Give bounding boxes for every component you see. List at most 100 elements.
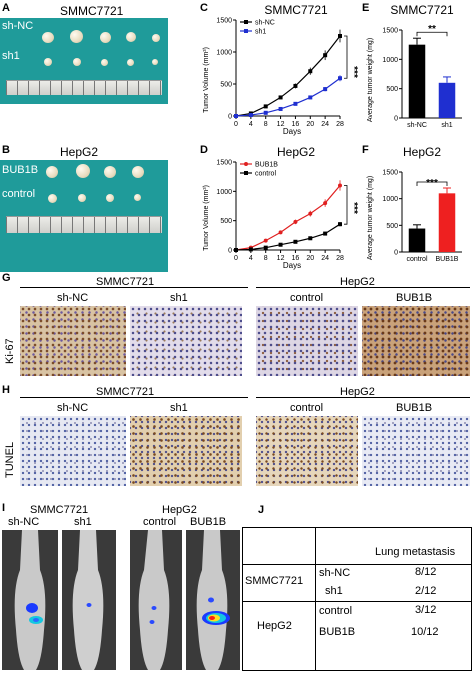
y-tick-label: 1000 (382, 196, 398, 203)
chart-e-title: SMMC7721 (390, 3, 454, 17)
data-point (308, 69, 313, 74)
series-line (235, 185, 341, 251)
mouse-image-shnc (2, 530, 58, 670)
data-point (338, 34, 342, 38)
x-tick-label: 12 (277, 121, 285, 128)
ruler (6, 80, 162, 95)
series-line (235, 223, 341, 251)
x-tick-label: 28 (336, 255, 344, 262)
data-point (323, 201, 328, 206)
chart-d-xlabel: Days (283, 261, 301, 270)
x-tick-label: 16 (292, 121, 300, 128)
table-row-name: BUB1B (319, 626, 356, 638)
panel-h-group2-line (256, 397, 470, 398)
panel-letter-b: B (2, 144, 10, 156)
chart-d-ylabel: Tumor Volume (mm³) (203, 185, 210, 251)
tumor-bub1b-2 (76, 164, 90, 178)
y-tick-label: 1000 (216, 50, 232, 57)
tumor-shnc-5 (152, 34, 160, 42)
chart-d: HepG2 0 500 1000 1500 0 4 8 12 16 20 24 28 BUB1B cont… (203, 145, 359, 270)
y-tick-label: 500 (220, 82, 232, 89)
data-point (308, 95, 313, 100)
legend-label: sh1 (255, 29, 266, 36)
tumor-shnc-4 (126, 32, 136, 42)
x-tick-label: 20 (306, 121, 314, 128)
table-row-value: 8/12 (415, 566, 437, 578)
mouse-image-control (130, 530, 182, 670)
panel-g-group2-line (256, 287, 470, 288)
tumor-control-1 (48, 194, 57, 203)
y-tick-label: 500 (386, 223, 398, 230)
x-tick-label: 4 (249, 255, 253, 262)
panel-g-group2: HepG2 (340, 276, 375, 288)
mouse-image-bub1b (186, 530, 240, 670)
panel-letter-d: D (200, 144, 208, 156)
x-tick-label: 28 (336, 121, 344, 128)
data-point (293, 219, 298, 224)
chart-f: HepG2 0 500 1000 1500 control BUB1B Average t… (367, 145, 462, 263)
metastasis-table: Lung metastasis SMMC7721 sh-NC 8/12 sh1 … (242, 527, 472, 671)
tumor-bub1b-3 (104, 166, 116, 178)
significance-bracket (416, 31, 448, 37)
table-row-value: 10/12 (411, 626, 439, 638)
panel-g-col2: sh1 (170, 292, 188, 304)
table-group-smmc7721: SMMC7721 (245, 575, 304, 587)
ihc-ki67-control (256, 306, 358, 376)
ihc-ki67-bub1b (362, 306, 470, 376)
data-point (234, 248, 238, 252)
tumor-sh1-5 (152, 59, 158, 65)
category-label: sh1 (441, 122, 452, 129)
panel-i-col3: control (143, 516, 177, 528)
data-point (293, 239, 298, 244)
legend-marker (244, 171, 248, 175)
chart-d-sig: *** (348, 202, 359, 214)
data-point (234, 114, 238, 118)
x-tick-label: 24 (321, 121, 329, 128)
panel-h-side-label: TUNEL (4, 441, 16, 478)
data-point (278, 95, 283, 100)
table-row-value: 2/12 (415, 585, 437, 597)
panel-b-row1-label: BUB1B (2, 164, 39, 176)
significance-bracket (344, 185, 348, 225)
ihc-ki67-sh1 (130, 306, 242, 376)
data-point (338, 222, 342, 227)
chart-c-sig: *** (348, 66, 359, 78)
y-tick-label: 500 (220, 218, 232, 225)
tumor-sh1-4 (127, 59, 134, 66)
legend-marker (244, 162, 248, 166)
tumor-shnc-1 (42, 32, 54, 43)
data-point (323, 53, 328, 58)
panel-b-row2-label: control (2, 188, 36, 200)
panel-letter-a: A (2, 2, 10, 14)
panel-letter-c: C (200, 2, 208, 14)
data-point (293, 83, 298, 88)
significance-bracket (344, 35, 348, 79)
table-group-divider (243, 601, 471, 602)
chart-c-title: SMMC7721 (264, 3, 328, 17)
panel-h-group1-line (20, 397, 248, 398)
table-header-divider (243, 564, 471, 565)
bar (408, 44, 426, 118)
chart-e-sig: ** (428, 24, 436, 35)
y-tick-label: 1500 (216, 160, 232, 167)
chart-f-sig: *** (426, 178, 438, 189)
category-label: control (406, 256, 427, 263)
data-point (263, 104, 268, 109)
panel-h-col3: control (290, 402, 324, 414)
tumor-shnc-3 (100, 32, 111, 43)
ihc-tunel-shnc (20, 416, 126, 486)
tumor-shnc-2 (70, 30, 83, 43)
y-tick-label: 0 (394, 250, 398, 257)
y-tick-label: 1000 (382, 57, 398, 64)
bar (438, 193, 456, 252)
panel-letter-e: E (362, 2, 370, 14)
data-point (293, 101, 298, 106)
panel-g-side-label: Ki-67 (4, 338, 16, 364)
chart-c-xlabel: Days (283, 127, 301, 136)
legend-marker (244, 20, 248, 24)
data-point (278, 106, 283, 111)
x-tick-label: 4 (249, 121, 253, 128)
data-point (263, 238, 268, 243)
table-row-name: sh-NC (319, 567, 351, 579)
table-row-value: 3/12 (415, 604, 437, 616)
